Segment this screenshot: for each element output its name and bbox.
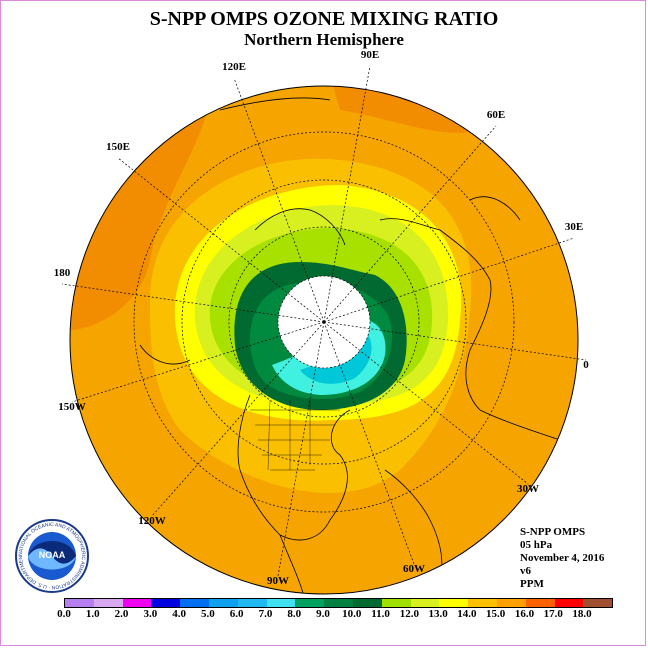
colorbar-swatch — [237, 599, 267, 607]
ozone-field — [70, 86, 578, 594]
graticule — [61, 65, 587, 577]
meridian-line — [323, 65, 371, 323]
colorbar-swatch — [496, 599, 526, 607]
colorbar-swatch — [208, 599, 238, 607]
field-dark-orange-west — [70, 100, 210, 330]
units-label: PPM — [520, 578, 544, 590]
colorbar-swatch — [352, 599, 382, 607]
longitude-label: 30W — [517, 483, 539, 495]
meridian-line — [71, 321, 325, 403]
state-boundaries — [250, 399, 340, 471]
colorbar-tick-label: 8.0 — [287, 608, 302, 620]
longitude-label: 0 — [583, 359, 589, 371]
colorbar-tick-label: 15.0 — [486, 608, 506, 620]
colorbar-tick-label: 2.0 — [114, 608, 129, 620]
page-subtitle: Northern Hemisphere — [244, 30, 404, 49]
colorbar-tick-label: 0.0 — [57, 608, 71, 620]
longitude-labels: 90E 60E 30E 0 30W 60W 90W 120W 150W 180 150E 120E — [54, 49, 590, 587]
meridian-line — [233, 77, 325, 323]
metadata-block: S-NPP OMPS 05 hPa November 4, 2016 v6 PP… — [520, 526, 604, 591]
colorbar-tick-label: 7.0 — [258, 608, 273, 620]
colorbar-tick-label: 4.0 — [172, 608, 186, 620]
instrument-label: S-NPP OMPS — [520, 526, 586, 538]
coastlines — [139, 97, 561, 594]
meridian-line — [277, 321, 325, 577]
colorbar-tick-label: 12.0 — [399, 608, 419, 620]
colorbar-tick-label: 18.0 — [572, 608, 592, 620]
longitude-label: 150E — [106, 141, 130, 153]
colorbar-swatch — [381, 599, 411, 607]
meridian-line — [61, 283, 325, 323]
noaa-logo: NATIONAL OCEANIC AND ATMOSPHERIC ADMINIS… — [12, 514, 90, 599]
colorbar-tick-label: 5.0 — [201, 608, 215, 620]
longitude-label: 90E — [361, 49, 379, 61]
date-label: November 4, 2016 — [520, 552, 605, 564]
noaa-logo-text: NOAA — [39, 550, 66, 560]
colorbar-swatch — [295, 599, 325, 607]
meridian-line — [151, 321, 325, 517]
colorbar-swatch — [93, 599, 123, 607]
colorbar-swatch — [554, 599, 584, 607]
meridian-line — [323, 125, 497, 323]
colorbar-swatch — [151, 599, 181, 607]
colorbar-swatch — [583, 599, 613, 607]
longitude-label: 120E — [222, 61, 246, 73]
meridian-line — [323, 321, 529, 485]
longitude-label: 180 — [54, 267, 71, 279]
colorbar-tick-label: 3.0 — [143, 608, 158, 620]
longitude-label: 150W — [58, 401, 86, 413]
meridian-line — [323, 321, 587, 361]
colorbar-swatch — [439, 599, 469, 607]
longitude-label: 30E — [565, 221, 583, 233]
colorbar-swatch — [525, 599, 555, 607]
page-title: S-NPP OMPS OZONE MIXING RATIO — [149, 8, 499, 30]
colorbar-tick-label: 6.0 — [229, 608, 244, 620]
colorbar-tick-label: 17.0 — [543, 608, 563, 620]
colorbar-swatch — [65, 599, 94, 607]
colorbar-tick-label: 11.0 — [371, 608, 390, 620]
colorbar-swatch — [122, 599, 152, 607]
meridian-line — [323, 321, 415, 565]
colorbar-swatch — [180, 599, 209, 607]
longitude-label: 60W — [403, 563, 425, 575]
pressure-level: 05 hPa — [520, 539, 553, 551]
colorbar-swatch — [324, 599, 353, 607]
longitude-label: 90W — [267, 575, 289, 587]
colorbar — [64, 598, 614, 608]
colorbar-tick-label: 1.0 — [85, 608, 100, 620]
longitude-label: 120W — [138, 515, 166, 527]
colorbar-tick-label: 10.0 — [342, 608, 362, 620]
colorbar-tick-label: 16.0 — [514, 608, 535, 620]
colorbar-swatch — [468, 599, 497, 607]
longitude-label: 60E — [487, 109, 505, 121]
colorbar-ticks: 0.0 1.0 2.0 3.0 4.0 5.0 6.0 7.0 8.0 9.0 10.0 11.0 12… — [57, 608, 592, 622]
colorbar-tick-label: 14.0 — [457, 608, 477, 620]
colorbar-swatch — [266, 599, 296, 607]
map-outline — [69, 85, 579, 595]
version-label: v6 — [520, 565, 531, 577]
colorbar-swatch — [410, 599, 440, 607]
colorbar-tick-label: 9.0 — [316, 608, 330, 620]
colorbar-tick-label: 13.0 — [428, 608, 448, 620]
